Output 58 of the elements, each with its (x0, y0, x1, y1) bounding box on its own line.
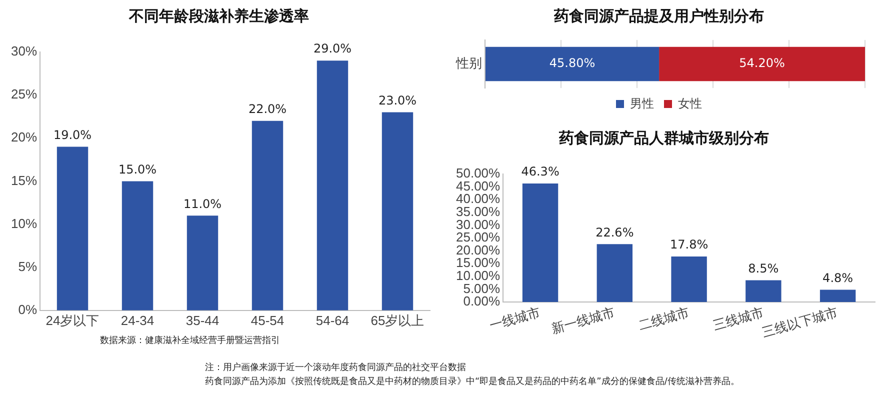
y-tick-label: 性别 (455, 56, 482, 71)
y-tick-label: 30% (10, 44, 38, 59)
y-tick-label: 5.00% (463, 280, 501, 296)
bar (671, 256, 707, 302)
x-tick-label: 35-44 (186, 312, 220, 328)
y-tick-label: 30.00% (456, 216, 501, 232)
data-label: 17.8% (670, 238, 708, 252)
chart-title: 不同年龄段滋补养生渗透率 (128, 7, 309, 26)
bar (746, 280, 782, 302)
y-tick-label: 35.00% (456, 204, 501, 219)
legend-label: 男性 (630, 96, 654, 110)
data-label: 4.8% (822, 270, 854, 285)
bar (596, 244, 633, 302)
x-tick-label: 45-54 (250, 312, 284, 328)
y-tick-label: 15.00% (456, 255, 501, 270)
bar (522, 183, 558, 302)
y-tick-label: 0% (18, 302, 38, 317)
y-tick-label: 5% (18, 258, 38, 274)
x-tick-label: 24-34 (120, 312, 154, 328)
data-label: 22.0% (248, 102, 287, 116)
data-label: 15.0% (118, 162, 157, 176)
y-tick-label: 50.00% (456, 166, 501, 181)
data-label: 45.80% (549, 56, 596, 70)
bar (820, 290, 856, 302)
data-label: 54.20% (739, 56, 785, 70)
bar (56, 146, 88, 310)
y-tick-label: 20.00% (456, 242, 501, 258)
x-tick-label: 54-64 (316, 312, 350, 328)
legend-label: 女性 (678, 96, 702, 110)
x-tick-label: 二线城市 (636, 304, 691, 333)
y-tick-label: 40.00% (456, 191, 501, 206)
chart-title: 药食同源产品提及用户性别分布 (553, 7, 764, 26)
data-label: 19.0% (53, 128, 92, 142)
y-tick-label: 10.00% (456, 268, 501, 283)
text: 药食同源产品为添加《按照传统既是食品又是中药材的物质目录》中“即是食品又是药品的中药名单”成分的保健食品/传统滋补营养品。 (205, 376, 740, 388)
x-tick-label: 65岁以上 (370, 312, 424, 328)
y-tick-label: 25% (10, 86, 38, 102)
bar (382, 112, 414, 310)
bar (316, 60, 348, 310)
x-tick-label: 新一线城市 (550, 304, 616, 336)
x-tick-label: 24岁以下 (46, 312, 100, 328)
source-note: 数据来源：健康滋补全域经营手册暨运营指引 (100, 334, 280, 347)
data-label: 46.3% (521, 164, 560, 179)
text: 注：用户画像来源于近一个滚动年度药食同源产品的社交平台数据 (205, 362, 466, 374)
data-label: 29.0% (313, 42, 352, 56)
data-label: 8.5% (748, 261, 779, 276)
y-tick-label: 45.00% (456, 178, 501, 194)
data-label: 11.0% (183, 196, 222, 211)
chart-title: 药食同源产品人群城市级别分布 (558, 129, 769, 148)
bar (186, 216, 218, 310)
bar (252, 120, 284, 310)
y-tick-label: 10% (10, 216, 38, 231)
y-tick-label: 25.00% (456, 230, 501, 245)
y-tick-label: 20% (10, 130, 38, 145)
data-label: 22.6% (596, 225, 634, 240)
data-label: 23.0% (378, 93, 417, 108)
y-tick-label: 15% (10, 172, 38, 188)
bar (122, 181, 154, 310)
